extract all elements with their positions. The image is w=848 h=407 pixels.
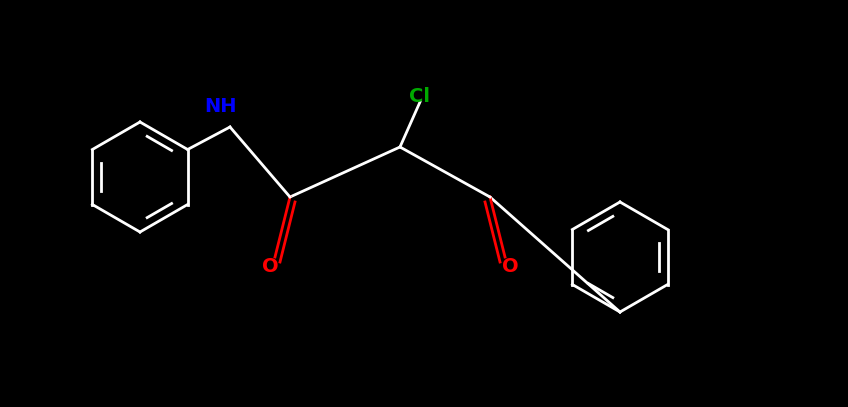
Text: O: O xyxy=(262,258,278,276)
Text: O: O xyxy=(502,258,518,276)
Text: NH: NH xyxy=(204,98,237,116)
Text: Cl: Cl xyxy=(410,88,431,107)
